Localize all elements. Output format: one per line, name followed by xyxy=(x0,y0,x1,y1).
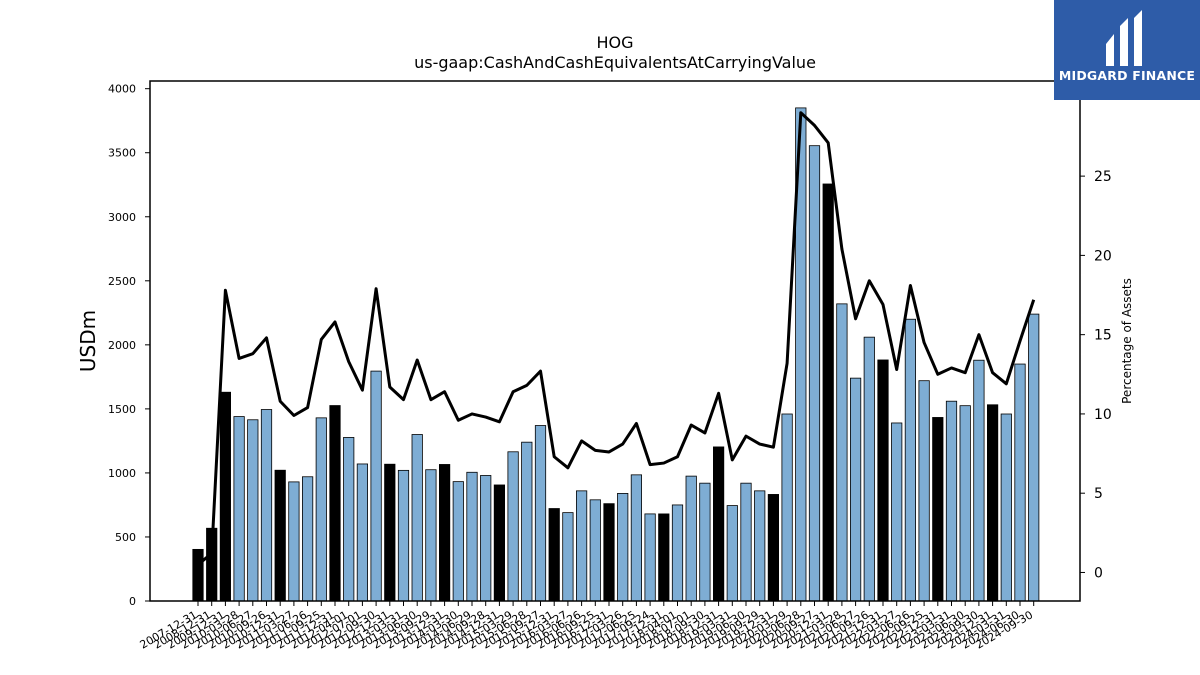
bar xyxy=(301,476,314,602)
bar xyxy=(1000,413,1012,602)
chart-subtitle: us-gaap:CashAndCashEquivalentsAtCarrying… xyxy=(414,53,816,72)
bar xyxy=(713,446,725,602)
series-line xyxy=(197,111,1036,566)
bar xyxy=(480,475,492,602)
plot-frame xyxy=(149,80,1081,602)
bar xyxy=(699,482,711,602)
midgard-finance-logo: MIDGARD FINANCE xyxy=(1054,0,1200,100)
bar xyxy=(945,400,958,602)
bar xyxy=(356,463,369,602)
bar xyxy=(589,499,601,602)
bar xyxy=(493,484,506,602)
bar xyxy=(260,409,273,602)
bar xyxy=(740,482,752,602)
y2-tick-label: 5 xyxy=(1094,486,1103,502)
bar xyxy=(370,370,382,602)
bar xyxy=(973,359,985,602)
y2-tick-label: 25 xyxy=(1094,169,1112,185)
bar xyxy=(425,469,437,602)
chart-title: HOG xyxy=(596,33,633,52)
bar xyxy=(576,490,588,602)
bar xyxy=(781,413,793,602)
x-axis: 2007-12-312008-12-312009-12-312010-03-28… xyxy=(138,601,1035,652)
y2-tick-label: 0 xyxy=(1094,565,1103,581)
bar xyxy=(603,503,615,602)
bar xyxy=(438,464,451,602)
y2-tick-label: 10 xyxy=(1094,407,1112,423)
bar xyxy=(863,336,875,602)
bar xyxy=(329,405,341,602)
bar xyxy=(726,505,738,602)
bar xyxy=(877,359,889,602)
bar xyxy=(754,490,766,602)
bar xyxy=(1014,363,1026,602)
y2-axis-label: Percentage of Assets xyxy=(1120,278,1134,404)
bar xyxy=(219,391,231,602)
bar xyxy=(343,437,355,602)
bar xyxy=(904,318,917,602)
bar xyxy=(233,416,245,602)
logo-text: MIDGARD FINANCE xyxy=(1058,68,1196,83)
bar xyxy=(671,504,684,602)
bar xyxy=(617,493,629,602)
bar xyxy=(932,417,944,602)
bar xyxy=(288,481,300,602)
y-tick-label: 1500 xyxy=(108,403,136,416)
percentage-line xyxy=(197,111,1036,566)
bar xyxy=(987,404,999,602)
bar xyxy=(274,469,286,602)
bar xyxy=(808,145,821,602)
bar xyxy=(1028,313,1040,602)
bar xyxy=(767,494,780,602)
bar xyxy=(192,548,204,602)
bar xyxy=(562,512,574,602)
bar xyxy=(411,434,423,602)
y-axis-left: 0 500 1000 1500 2000 2500 3000 3500 4000 xyxy=(108,83,150,608)
y-axis-label: USDm xyxy=(76,310,100,372)
bar xyxy=(630,474,643,602)
bar-series xyxy=(192,107,1040,602)
bar xyxy=(384,463,396,602)
bar xyxy=(534,425,547,602)
bar xyxy=(891,422,903,602)
y-tick-label: 500 xyxy=(115,531,136,544)
y-tick-label: 4000 xyxy=(108,83,136,96)
bar xyxy=(685,475,697,602)
bar xyxy=(452,481,464,602)
y-tick-label: 3000 xyxy=(108,211,136,224)
bar xyxy=(644,513,656,602)
y2-tick-label: 20 xyxy=(1094,248,1112,264)
bar xyxy=(466,471,478,602)
bar xyxy=(850,377,862,602)
bar xyxy=(397,469,410,602)
bar xyxy=(918,380,930,602)
y-tick-label: 2500 xyxy=(108,275,136,288)
bar xyxy=(521,441,533,602)
y-tick-label: 1000 xyxy=(108,467,136,480)
y-tick-label: 0 xyxy=(129,595,136,608)
bar xyxy=(548,508,560,602)
bar xyxy=(315,417,327,602)
y-tick-label: 2000 xyxy=(108,339,136,352)
midgard-logo-icon xyxy=(1106,10,1142,66)
y-tick-label: 3500 xyxy=(108,147,136,160)
bar xyxy=(822,183,834,602)
bar xyxy=(959,405,971,602)
bar xyxy=(836,303,848,602)
y-axis-right: 0 5 10 15 20 25 xyxy=(1080,169,1112,581)
bar xyxy=(247,419,259,602)
bar xyxy=(507,451,519,602)
y2-tick-label: 15 xyxy=(1094,328,1112,344)
bar xyxy=(658,513,670,602)
